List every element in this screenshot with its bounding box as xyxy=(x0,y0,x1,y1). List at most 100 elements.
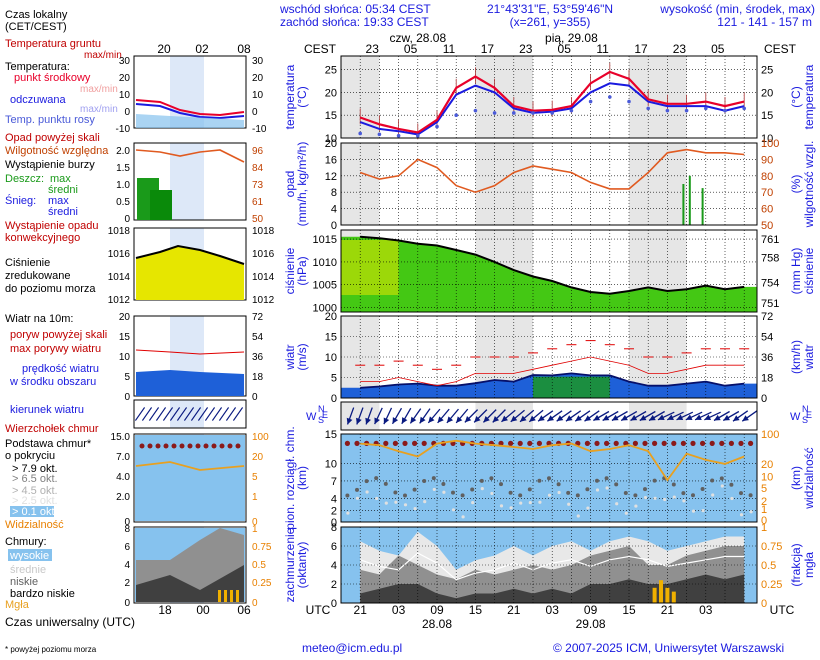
cloud-base-dot xyxy=(700,486,705,491)
wind-tick-left: 15 xyxy=(325,332,337,344)
mini-wind-tick-r: 0 xyxy=(252,392,258,403)
legend-time-local: Czas lokalny xyxy=(5,9,68,21)
cloud-top-dot xyxy=(392,440,398,446)
mini-cest-20: 20 xyxy=(157,42,171,56)
wind-arrow xyxy=(510,409,525,423)
cest-tick-label: 23 xyxy=(673,42,687,56)
wind-arrow-head xyxy=(723,414,730,421)
mini-hum-tick: 96 xyxy=(252,146,264,157)
cloud-top-dot xyxy=(680,440,687,446)
legend-snow-max: max xyxy=(48,195,69,207)
legend-dew-point: Temp. punktu rosy xyxy=(5,114,95,126)
wind-arrow xyxy=(565,410,582,422)
dew-point-marker xyxy=(723,108,727,113)
legend-very-low: bardzo niskie xyxy=(10,588,75,600)
mini-hum-tick: 61 xyxy=(252,197,264,208)
axis-utc-right: UTC xyxy=(770,603,795,617)
legend-pressure1: Ciśnienie xyxy=(5,257,50,269)
legend-okt25: > 2.5 okt. xyxy=(12,495,58,507)
wind-arrow xyxy=(501,409,516,423)
axis-title-precip: opad xyxy=(283,171,297,198)
mini-press-tick-r: 1014 xyxy=(252,272,275,283)
mini-hum-tick: 73 xyxy=(252,180,264,191)
wind-arrow xyxy=(528,409,544,423)
wind-tick-left: 20 xyxy=(325,311,337,323)
pressure-tick-right: 754 xyxy=(761,277,779,289)
cloud-top-dot xyxy=(508,440,514,446)
utc-tick-label: 03 xyxy=(392,603,406,617)
cloud-base-dot-low xyxy=(749,510,753,514)
mini-wind-arrow xyxy=(176,407,188,421)
utc-tick-label: 15 xyxy=(622,603,636,617)
cloud-base-dot xyxy=(374,476,379,481)
mini-cloud-top-dot xyxy=(139,443,145,449)
wind-arrow xyxy=(611,410,628,422)
panel-frame xyxy=(340,526,758,604)
panel-frame xyxy=(340,315,758,399)
cloud-base-dot-low xyxy=(528,501,532,505)
utc-tick-label: 21 xyxy=(507,603,521,617)
legend-medium: średnie xyxy=(10,564,46,576)
pressure-area xyxy=(341,236,757,312)
wind-arrow-head xyxy=(446,416,454,423)
pressure-tick-left: 1005 xyxy=(313,280,337,292)
vis-tick-right: 0 xyxy=(761,515,767,527)
footnote: * powyżej poziomu morza xyxy=(5,645,97,654)
mini-wind-arrow-shaft xyxy=(134,407,146,421)
cloud-base-dot xyxy=(585,487,590,492)
mini-wind-tick: 15 xyxy=(119,332,131,343)
cloud-base-dot-low xyxy=(346,511,350,515)
mini-frame xyxy=(133,142,247,221)
legend-wind-title: Wiatr na 10m: xyxy=(5,313,73,325)
footer-email[interactable]: meteo@icm.edu.pl xyxy=(302,641,402,655)
pressure-highlight xyxy=(341,240,399,295)
legend-mid-point: punkt środkowy xyxy=(14,72,91,84)
mini-press-tick: 1014 xyxy=(108,272,131,283)
mini-temp-tick-r: 30 xyxy=(252,56,264,67)
wind-arrow xyxy=(437,408,450,424)
mini-hum-tick: 84 xyxy=(252,163,264,174)
pressure-line xyxy=(360,235,745,295)
temp-tick-left: 10 xyxy=(325,133,337,145)
mini-wind-area xyxy=(136,370,244,396)
precip-tick-left: 4 xyxy=(331,204,337,216)
mini-cloud-bg xyxy=(135,435,245,521)
date-bottom-1: 28.08 xyxy=(422,617,452,631)
mini-wind-arrow-shaft xyxy=(225,407,237,421)
legend-ground-temp: Temperatura gruntu xyxy=(5,38,101,50)
wind-arrow xyxy=(713,410,730,422)
cloud-base-dot xyxy=(441,481,446,486)
cest-tick-label: 11 xyxy=(443,42,456,56)
mini-temp-tick-r: 0 xyxy=(252,107,258,118)
mini-cloud-top-dot xyxy=(155,443,161,449)
mini-wind-arrow xyxy=(218,407,230,421)
humidity-tick-right: 60 xyxy=(761,204,773,216)
wind-arrow-head xyxy=(649,414,656,421)
cloud-base-dot-low xyxy=(365,490,369,494)
wind-arrow xyxy=(630,410,647,422)
fog-bar xyxy=(671,591,676,603)
mini-cover-tick: 0 xyxy=(124,598,130,609)
wind-arrow xyxy=(704,411,721,421)
axis-title-temp-left: temperatura xyxy=(283,64,297,129)
axis-cest-left: CEST xyxy=(304,42,337,56)
mini-wind-arrow xyxy=(162,407,174,421)
legend-rain-max: max xyxy=(50,173,71,185)
cloud-top-dot xyxy=(383,440,389,446)
fog-tick-right: 0.25 xyxy=(761,579,782,591)
pressure-tick-left: 1015 xyxy=(313,234,337,246)
cloud-base-dot xyxy=(729,482,734,487)
pressure-tick-left: 1010 xyxy=(313,257,337,269)
mini-cloud-top-dot xyxy=(195,443,201,449)
dew-point-marker xyxy=(550,111,554,115)
mini-cloud-top-dot xyxy=(203,443,209,449)
cloud-base-dot xyxy=(364,479,369,484)
legend-okt79: > 7.9 okt. xyxy=(12,463,58,475)
mini-feels-line xyxy=(135,103,245,120)
cloud-base-dot-low xyxy=(567,502,571,506)
legend-cloud-base2: o pokryciu xyxy=(5,450,55,462)
mini-fog-tick: 0.5 xyxy=(252,560,266,571)
visibility-line xyxy=(360,439,745,482)
